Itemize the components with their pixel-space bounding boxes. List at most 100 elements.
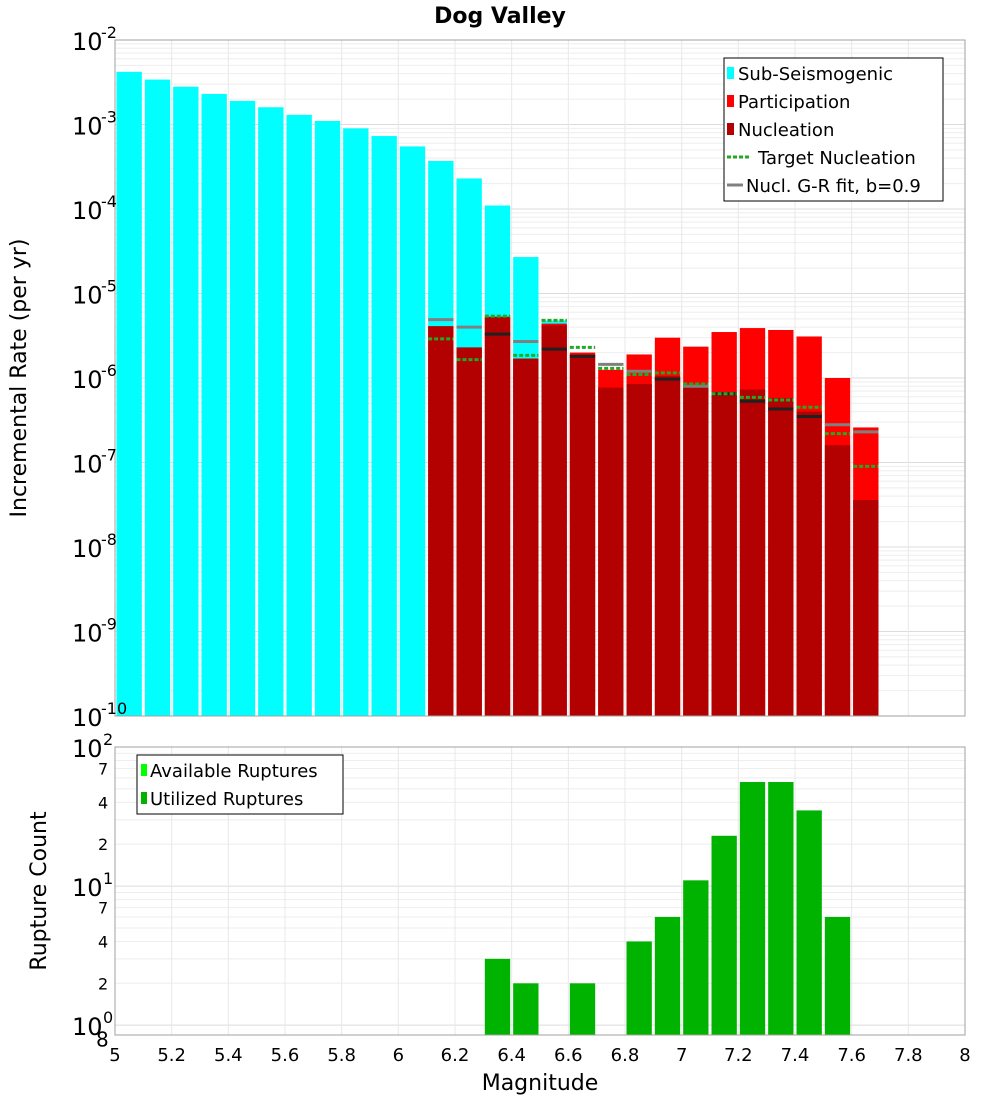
top-y-tick-label: 10 xyxy=(72,366,103,394)
bar-nucleation xyxy=(824,445,851,716)
bottom-y-tick-label: 10 xyxy=(72,874,103,902)
x-axis-label: Magnitude xyxy=(482,1071,599,1096)
bottom-y-tick-exponent: 2 xyxy=(103,730,113,749)
x-tick-label: 5.2 xyxy=(157,1045,186,1066)
x-tick-label: 7.2 xyxy=(724,1045,753,1066)
top-y-tick-label: 10 xyxy=(72,451,103,479)
bottom-y-tick-label: 10 xyxy=(72,735,103,763)
bar-nucleation xyxy=(569,354,596,716)
bar-sub-seismogenic xyxy=(286,114,312,717)
x-tick-label: 8 xyxy=(959,1045,970,1066)
top-y-tick-exponent: -7 xyxy=(101,446,117,465)
x-tick-label: 7 xyxy=(676,1045,687,1066)
x-tick-label: 7.8 xyxy=(894,1045,923,1066)
top-y-tick-labels: 10-210-310-410-510-610-710-810-910-10 xyxy=(72,23,127,732)
bar-nucleation xyxy=(428,326,454,716)
bar-nucleation xyxy=(513,358,539,716)
bottom-y-minor-tick-label: 2 xyxy=(98,835,108,854)
bottom-y-minor-tick-label: 4 xyxy=(98,932,108,951)
top-gridlines xyxy=(115,40,965,717)
legend-label-available-ruptures: Available Ruptures xyxy=(150,761,318,782)
bar-sub-seismogenic xyxy=(314,121,341,716)
bar-utilized-ruptures xyxy=(796,810,822,1035)
bar-nucleation xyxy=(541,325,567,716)
x-tick-label: 6.6 xyxy=(554,1045,583,1066)
top-y-tick-exponent: -10 xyxy=(101,699,127,718)
bottom-y-axis-label: Rupture Count xyxy=(27,811,52,971)
bottom-y-tick-label: 10 xyxy=(72,1013,103,1041)
bar-sub-seismogenic xyxy=(399,146,426,717)
legend-swatch-participation xyxy=(727,95,734,107)
bottom-y-tick-exponent: 1 xyxy=(103,869,113,888)
top-y-tick-label: 10 xyxy=(72,28,103,56)
top-bars xyxy=(116,71,879,717)
top-plot-frame xyxy=(114,39,966,717)
bottom-y-tick-exponent: 0 xyxy=(103,1008,113,1027)
legend-label-sub-seismogenic: Sub-Seismogenic xyxy=(738,64,893,85)
top-y-axis-label: Incremental Rate (per yr) xyxy=(7,239,32,518)
legend-label-participation: Participation xyxy=(738,92,850,113)
bar-utilized-ruptures xyxy=(711,835,737,1035)
bar-nucleation xyxy=(796,411,822,716)
top-legend-box xyxy=(723,57,944,202)
bar-sub-seismogenic xyxy=(116,71,142,716)
x-tick-label: 6.2 xyxy=(441,1045,470,1066)
x-tick-label: 6.8 xyxy=(611,1045,640,1066)
x-tick-label: 7.4 xyxy=(781,1045,810,1066)
top-y-tick-label: 10 xyxy=(72,113,103,141)
top-y-tick-label: 10 xyxy=(72,282,103,310)
top-y-tick-exponent: -3 xyxy=(101,108,117,127)
bar-nucleation xyxy=(456,347,482,716)
bar-sub-seismogenic xyxy=(371,136,397,717)
top-line-markers xyxy=(428,314,879,468)
bar-utilized-ruptures xyxy=(484,958,511,1035)
x-tick-label: 6.4 xyxy=(497,1045,526,1066)
top-legend: Sub-Seismogenic Participation Nucleation… xyxy=(723,57,944,202)
bar-utilized-ruptures xyxy=(513,983,539,1035)
bar-sub-seismogenic xyxy=(343,128,369,716)
top-y-tick-exponent: -8 xyxy=(101,530,117,549)
bar-sub-seismogenic xyxy=(173,86,199,716)
bottom-y-minor-tick-label: 7 xyxy=(98,760,108,779)
bottom-y-minor-tick-label: 8 xyxy=(96,1027,109,1051)
bar-utilized-ruptures xyxy=(768,782,794,1035)
top-y-tick-exponent: -4 xyxy=(101,192,117,211)
bar-utilized-ruptures xyxy=(569,983,596,1035)
legend-swatch-utilized-ruptures xyxy=(141,792,147,804)
top-y-tick-label: 10 xyxy=(72,620,103,648)
top-y-tick-exponent: -2 xyxy=(101,23,117,42)
bar-nucleation xyxy=(768,397,794,716)
chart-title: Dog Valley xyxy=(434,4,566,29)
bar-sub-seismogenic xyxy=(144,79,171,717)
top-y-tick-exponent: -9 xyxy=(101,615,117,634)
x-tick-label: 5 xyxy=(109,1045,120,1066)
top-y-tick-label: 10 xyxy=(72,197,103,225)
bar-nucleation xyxy=(654,376,681,716)
x-tick-labels: 5 5.2 5.4 5.6 5.8 6 6.2 6.4 6.6 6.8 7 7.2 7.4 7.6 7.8 8 xyxy=(109,1045,970,1066)
legend-label-target-nucleation: Target Nucleation xyxy=(757,148,916,169)
x-tick-label: 5.8 xyxy=(327,1045,356,1066)
bottom-bars xyxy=(484,782,851,1035)
bottom-y-minor-tick-label: 7 xyxy=(98,899,108,918)
top-y-tick-label: 10 xyxy=(72,704,103,732)
bar-nucleation xyxy=(598,387,624,716)
bar-nucleation xyxy=(484,316,511,716)
bar-utilized-ruptures xyxy=(824,916,851,1035)
legend-label-utilized-ruptures: Utilized Ruptures xyxy=(150,789,303,810)
bar-sub-seismogenic xyxy=(229,100,256,717)
top-y-tick-exponent: -5 xyxy=(101,277,117,296)
bar-nucleation xyxy=(739,389,766,716)
bottom-legend-box xyxy=(136,754,344,815)
legend-swatch-sub-seismogenic xyxy=(727,67,734,79)
legend-swatch-available-ruptures xyxy=(141,764,147,776)
bar-nucleation xyxy=(683,387,709,716)
bar-utilized-ruptures xyxy=(654,916,681,1035)
bottom-y-minor-tick-label: 2 xyxy=(98,974,108,993)
bar-nucleation xyxy=(626,383,652,716)
bar-utilized-ruptures xyxy=(739,782,766,1035)
x-tick-label: 6 xyxy=(393,1045,404,1066)
bottom-y-minor-tick-label: 4 xyxy=(98,793,108,812)
bottom-legend: Available Ruptures Utilized Ruptures xyxy=(136,754,344,815)
bar-nucleation xyxy=(853,499,879,716)
